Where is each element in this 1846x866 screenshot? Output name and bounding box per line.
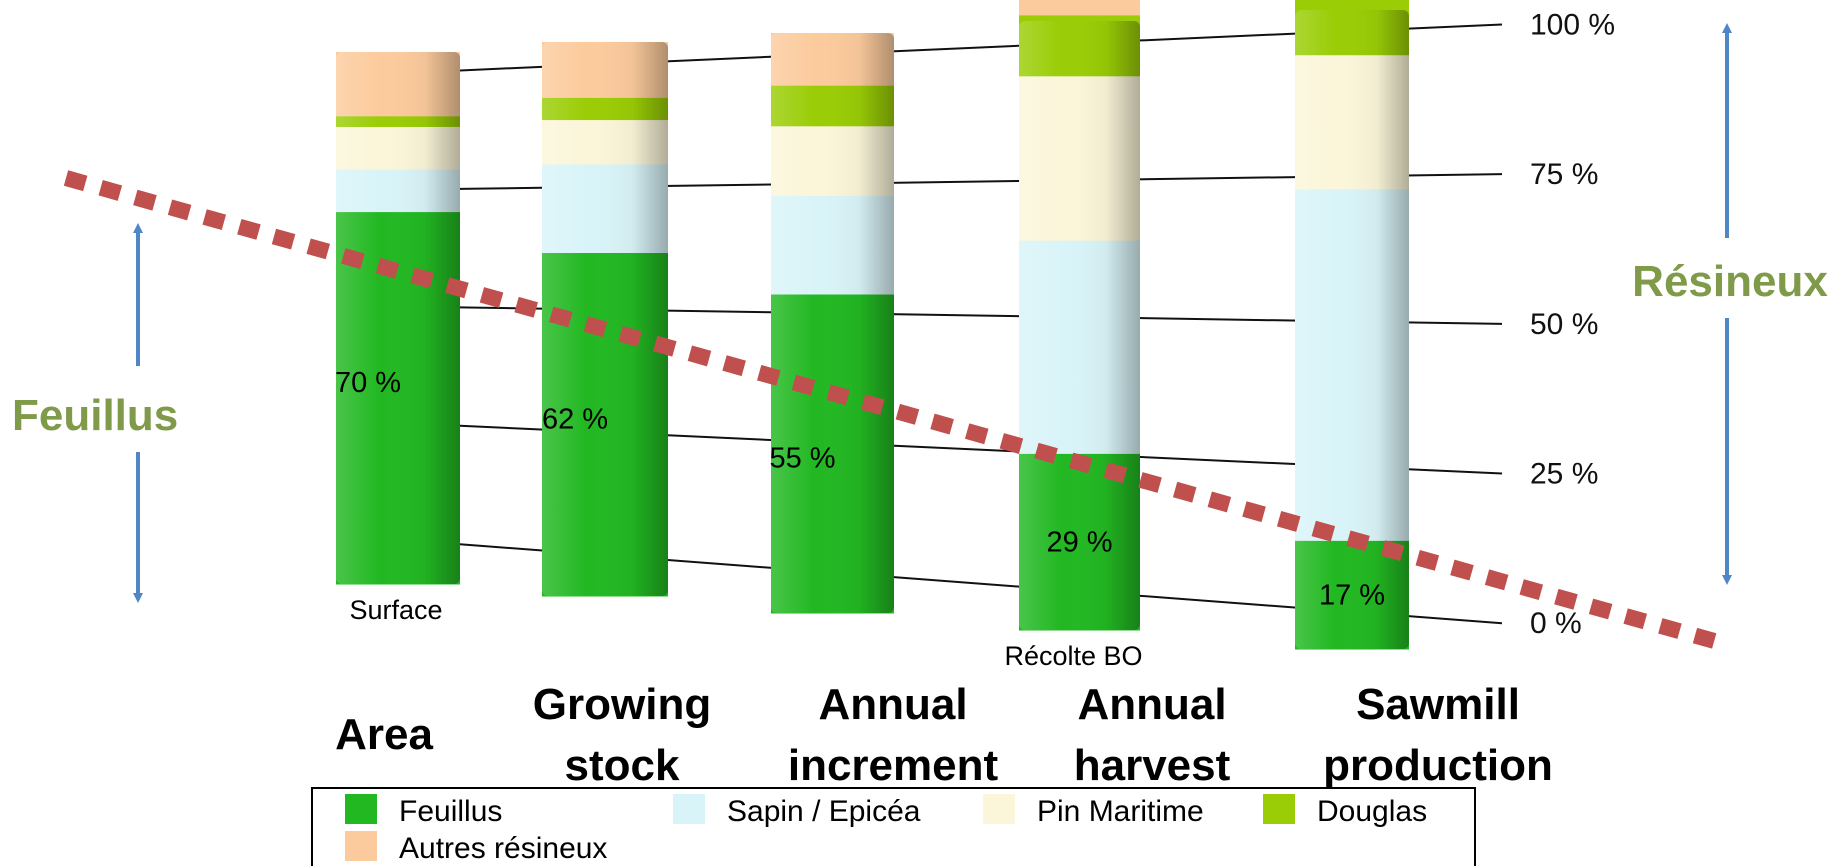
y-tick-label: 75 % [1530,158,1598,191]
data-label: 29 % [1046,527,1112,559]
legend-swatch [1263,794,1295,824]
data-label: 17 % [1319,580,1385,612]
legend-swatch [673,794,705,824]
legend-swatch [345,794,377,824]
legend-label: Feuillus [399,795,502,828]
sub-label: Récolte BO [1004,641,1142,671]
bar-shading [336,52,460,584]
overlay: Feuillus Résineux Feuillus Sapin / Epicéa Pi… [12,23,1828,866]
labels: 70 % Surface 62 % 55 % 29 % Récolte BO 17 % Are… [335,367,1553,790]
bar-shading [542,42,668,596]
x-tick-label: Area [335,710,433,759]
bars [336,0,1409,650]
bar-shading [771,33,894,613]
legend: Feuillus Sapin / Epicéa Pin Maritime Dougla… [311,787,1476,866]
y-tick-label: 0 % [1530,607,1582,640]
bar-5 [1295,0,1409,650]
legend-label: Autres résineux [399,832,607,865]
bar-3 [771,33,894,614]
x-tick-label: Annual harvest [1074,680,1231,790]
legend-swatch [345,831,377,861]
left-side-label: Feuillus [12,391,178,440]
x-tick-label: Sawmill production [1323,680,1553,790]
y-tick-label: 50 % [1530,308,1598,341]
bar-1 [336,52,460,585]
x-tick-label: Annual increment [788,680,999,790]
y-tick-label: 100 % [1530,8,1615,41]
data-label: 62 % [542,403,608,435]
sub-label: Surface [349,595,442,625]
bar-shading [1295,10,1409,649]
legend-label: Pin Maritime [1037,795,1204,828]
y-tick-label: 25 % [1530,458,1598,491]
bar-segment [1019,0,1140,16]
data-label: 70 % [335,367,401,399]
legend-label: Sapin / Epicéa [727,795,921,828]
legend-swatch [983,794,1015,824]
x-tick-label: Growing stock [533,680,711,790]
data-label: 55 % [769,443,835,475]
legend-label: Douglas [1317,795,1427,828]
right-side-label: Résineux [1632,257,1828,306]
